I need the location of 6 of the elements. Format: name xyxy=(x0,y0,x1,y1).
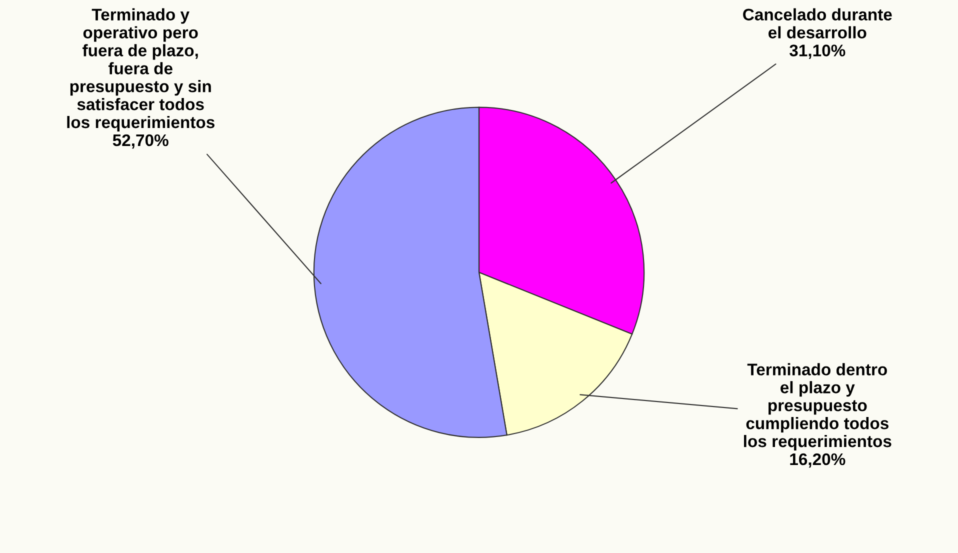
slice-label: Cancelado durante el desarrollo xyxy=(743,8,892,38)
slice-label: Terminado dentro el plazo y presupuesto cumpliendo todos los requerimientos xyxy=(744,363,892,451)
data-label: 52,70% xyxy=(112,134,168,149)
data-label: 16,20% xyxy=(790,453,846,468)
slice-label: Terminado y operativo pero fuera de plazo, fuera de presupuesto y sin satisfacer todos los requerimientos xyxy=(67,8,214,132)
data-label: 31,10% xyxy=(790,44,846,59)
